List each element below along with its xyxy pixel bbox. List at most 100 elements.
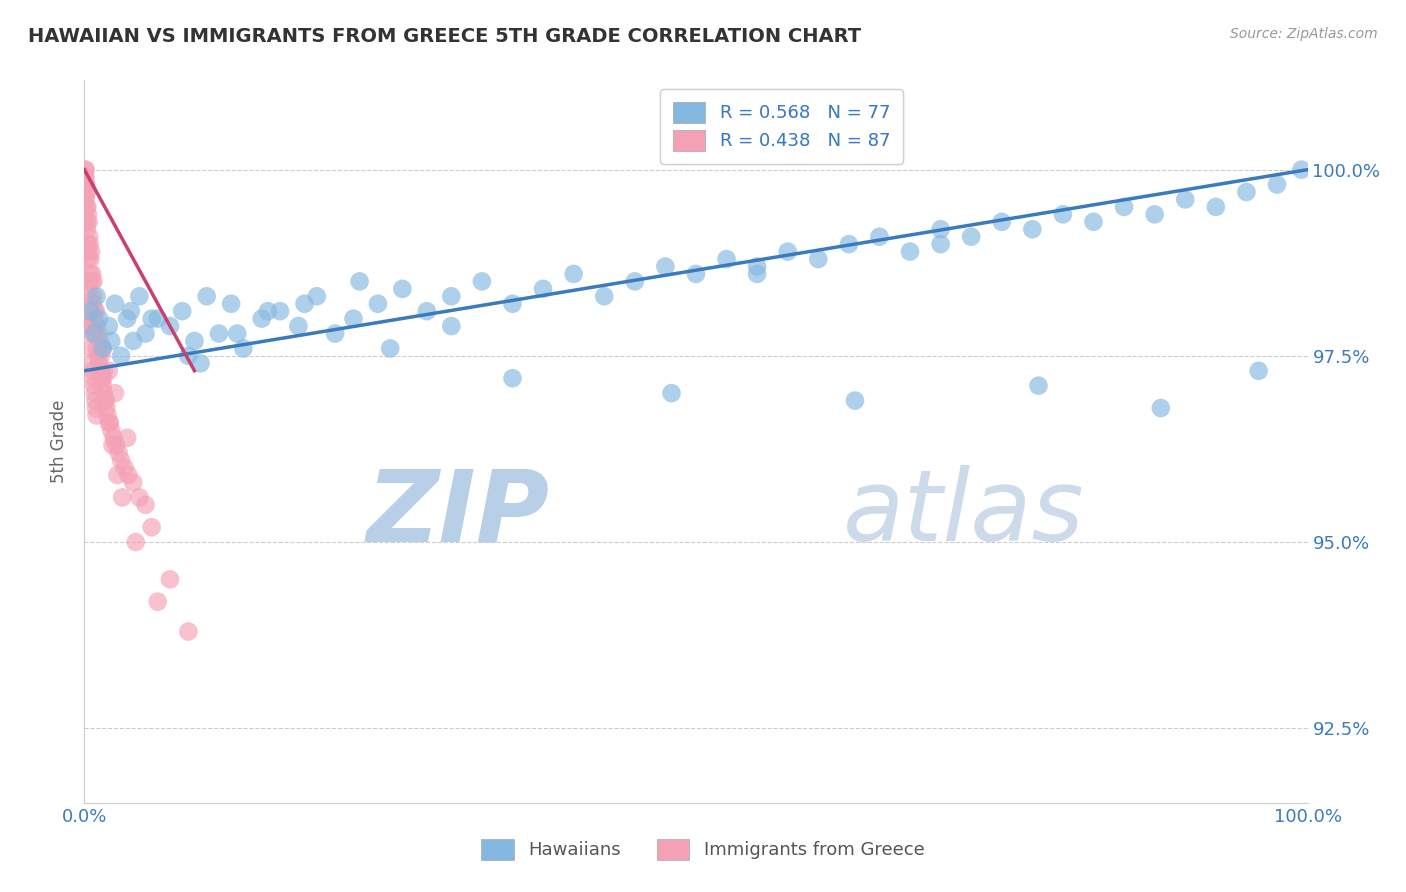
Point	[1150, 401, 1173, 415]
Point	[93, 364, 115, 378]
Point	[84, 326, 107, 341]
Point	[77, 229, 100, 244]
Point	[440, 289, 463, 303]
Point	[80, 274, 103, 288]
Point	[502, 297, 524, 311]
Point	[898, 244, 921, 259]
Point	[111, 491, 134, 505]
Point	[87, 326, 110, 341]
Point	[125, 535, 148, 549]
Point	[146, 311, 169, 326]
Point	[190, 356, 212, 370]
Point	[75, 178, 97, 192]
Point	[76, 185, 98, 199]
Point	[80, 326, 103, 341]
Point	[104, 386, 127, 401]
Point	[100, 423, 122, 437]
Point	[84, 304, 107, 318]
Point	[1021, 222, 1043, 236]
Point	[110, 453, 132, 467]
Point	[97, 409, 120, 423]
Point	[82, 267, 104, 281]
Point	[83, 378, 105, 392]
Point	[94, 393, 117, 408]
Point	[502, 371, 524, 385]
Point	[747, 267, 769, 281]
Point	[94, 393, 117, 408]
Point	[75, 200, 97, 214]
Point	[128, 289, 150, 303]
Point	[128, 491, 150, 505]
Point	[929, 222, 952, 236]
Point	[91, 342, 114, 356]
Point	[97, 364, 120, 378]
Point	[75, 170, 97, 185]
Point	[76, 222, 98, 236]
Point	[105, 468, 128, 483]
Point	[929, 237, 952, 252]
Point	[91, 378, 114, 392]
Point	[114, 460, 136, 475]
Point	[90, 349, 112, 363]
Point	[1114, 200, 1136, 214]
Point	[77, 274, 100, 288]
Point	[83, 304, 105, 318]
Point	[73, 162, 96, 177]
Y-axis label: 5th Grade: 5th Grade	[51, 400, 69, 483]
Point	[776, 244, 799, 259]
Point	[82, 356, 104, 370]
Point	[97, 416, 120, 430]
Point	[77, 244, 100, 259]
Point	[391, 282, 413, 296]
Point	[624, 274, 647, 288]
Text: ZIP: ZIP	[366, 466, 550, 562]
Point	[177, 624, 200, 639]
Point	[269, 304, 291, 318]
Text: HAWAIIAN VS IMMIGRANTS FROM GREECE 5TH GRADE CORRELATION CHART: HAWAIIAN VS IMMIGRANTS FROM GREECE 5TH G…	[28, 27, 862, 45]
Point	[83, 326, 105, 341]
Point	[195, 289, 218, 303]
Point	[77, 207, 100, 221]
Point	[104, 297, 127, 311]
Point	[1083, 215, 1105, 229]
Point	[380, 342, 402, 356]
Point	[76, 185, 98, 199]
Point	[177, 349, 200, 363]
Legend: R = 0.568   N = 77, R = 0.438   N = 87: R = 0.568 N = 77, R = 0.438 N = 87	[661, 89, 903, 163]
Point	[75, 162, 97, 177]
Point	[76, 215, 98, 229]
Point	[305, 289, 328, 303]
Point	[84, 401, 107, 415]
Point	[77, 215, 100, 229]
Point	[120, 304, 142, 318]
Point	[367, 297, 389, 311]
Point	[323, 326, 346, 341]
Text: Source: ZipAtlas.com: Source: ZipAtlas.com	[1230, 27, 1378, 41]
Point	[103, 431, 125, 445]
Point	[1265, 178, 1288, 192]
Point	[1052, 207, 1074, 221]
Point	[79, 311, 101, 326]
Point	[82, 364, 104, 378]
Point	[86, 409, 108, 423]
Point	[79, 252, 101, 266]
Point	[79, 319, 101, 334]
Point	[232, 342, 254, 356]
Point	[76, 200, 98, 214]
Point	[838, 237, 860, 252]
Point	[661, 386, 683, 401]
Point	[1205, 200, 1227, 214]
Point	[79, 267, 101, 281]
Point	[90, 371, 112, 385]
Point	[83, 386, 105, 401]
Point	[562, 267, 585, 281]
Point	[250, 311, 273, 326]
Point	[82, 289, 104, 303]
Point	[654, 260, 676, 274]
Point	[159, 572, 181, 586]
Point	[86, 319, 108, 334]
Point	[73, 170, 96, 185]
Point	[141, 520, 163, 534]
Point	[82, 297, 104, 311]
Point	[172, 304, 194, 318]
